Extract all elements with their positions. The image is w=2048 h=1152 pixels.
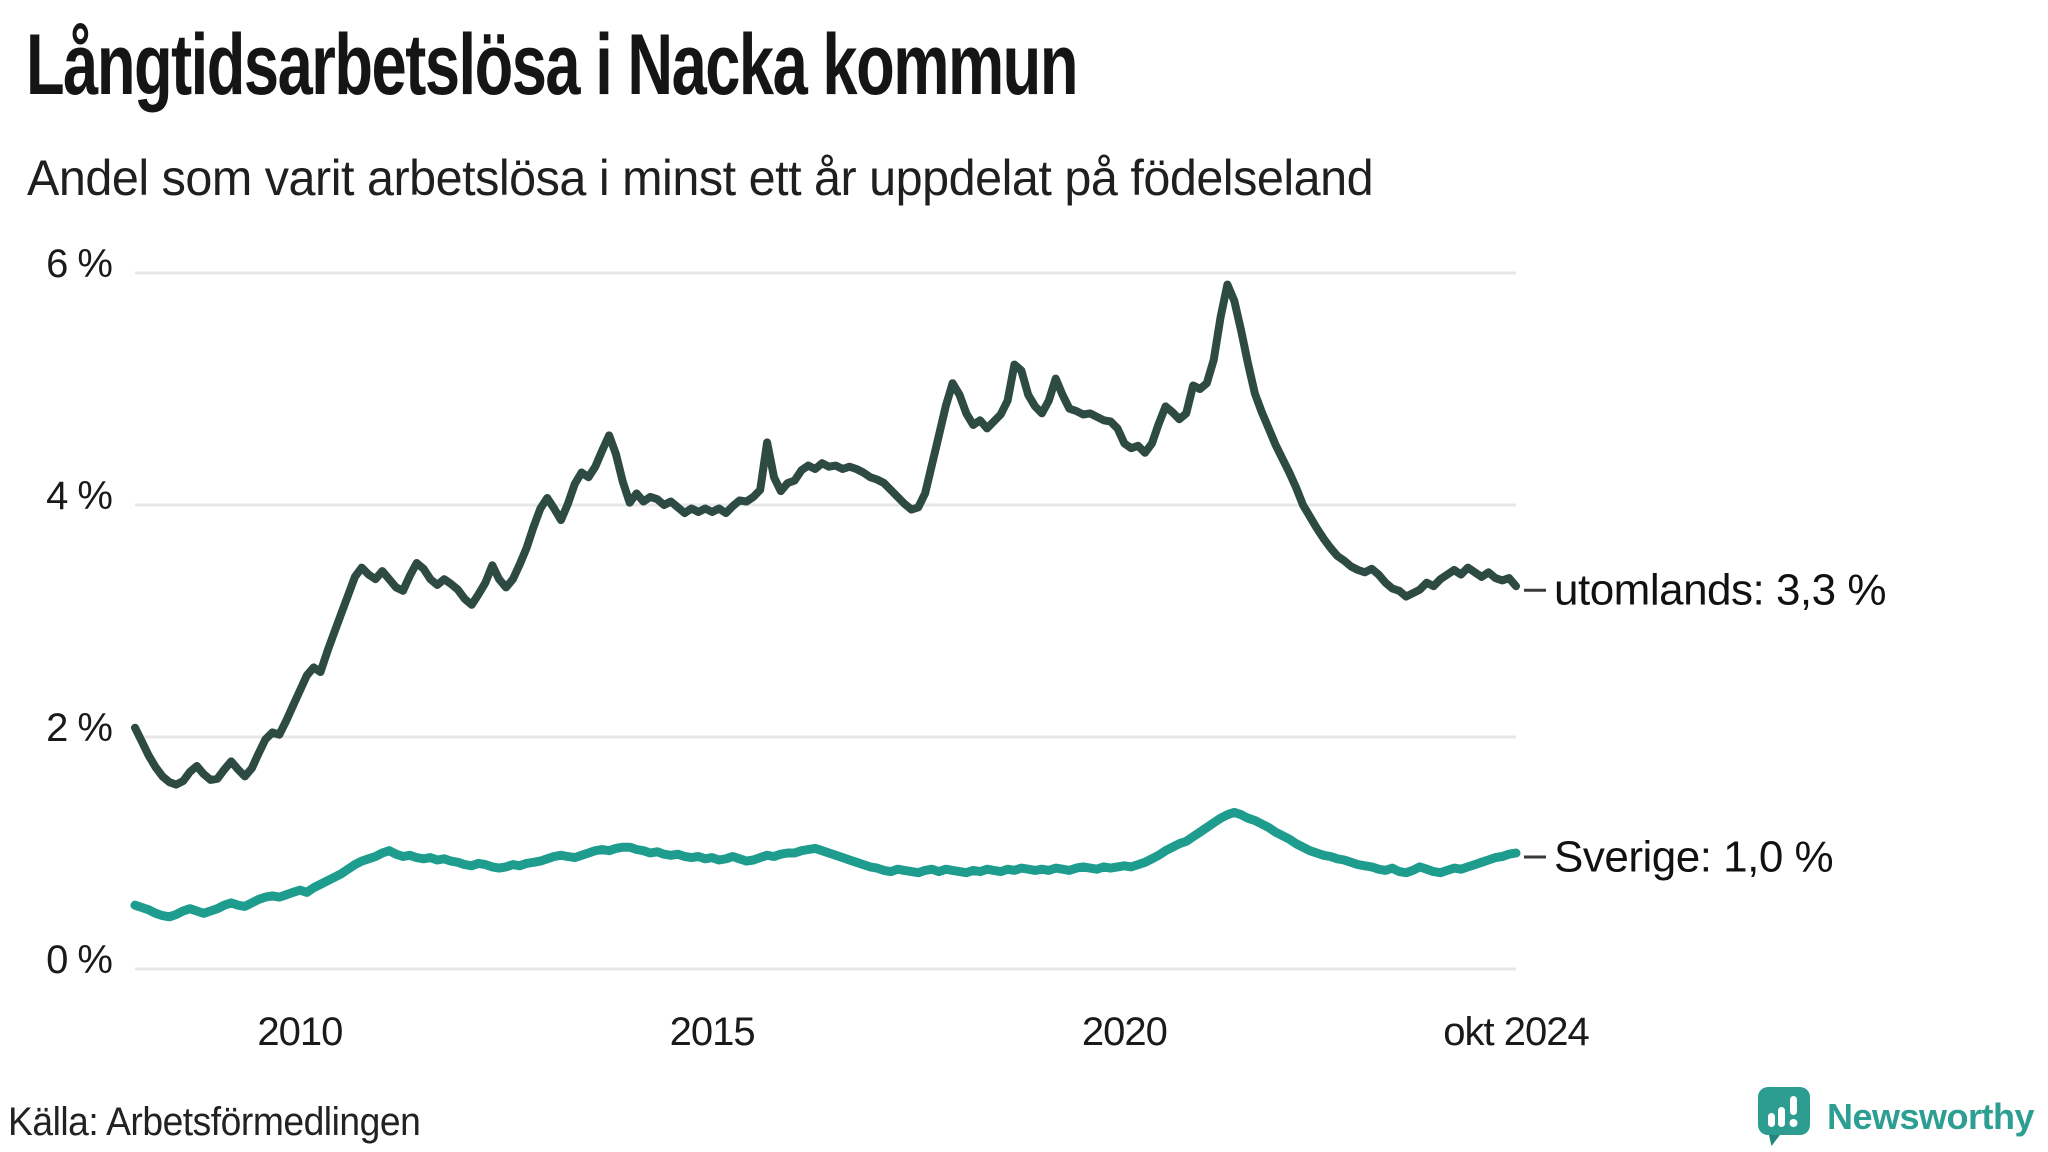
exclamation-bar [1789,1096,1797,1115]
y-tick-label: 0 % [46,938,112,982]
bar-small [1767,1113,1775,1127]
bubble-tail-shade [1768,1135,1780,1146]
series-line-Sverige [130,807,1521,922]
chart-subtitle: Andel som varit arbetslösa i minst ett å… [27,150,1374,206]
brand-wordmark: Newsworthy [1826,1096,2035,1137]
brand-logo: Newsworthy [1757,1086,2035,1148]
exclamation-dot [1789,1119,1798,1127]
series-end-label-utomlands: utomlands: 3,3 % [1554,566,1886,615]
series-end-label-Sverige: Sverige: 1,0 % [1554,833,1833,882]
series-end-labels: utomlands: 3,3 % Sverige: 1,0 % [1524,566,1886,882]
x-tick-label: okt 2024 [1443,1010,1589,1054]
y-tick-label: 6 % [46,242,112,286]
series-line-utomlands [131,280,1520,789]
y-tick-label: 4 % [46,474,112,518]
y-axis-tick-labels: 0 % 2 % 4 % 6 % [46,242,113,982]
gridlines [135,271,1516,971]
newsworthy-bubble-chart-icon [1757,1087,1810,1146]
y-tick-label: 2 % [46,706,112,750]
series-lines [130,280,1521,922]
x-tick-label: 2020 [1082,1010,1167,1054]
chart-title: Långtidsarbetslösa i Nacka kommun [26,17,1078,113]
x-axis-tick-labels: 2010 2015 2020 okt 2024 [257,1010,1590,1054]
x-tick-label: 2015 [670,1010,755,1054]
bar-medium [1777,1107,1785,1127]
x-tick-label: 2010 [257,1010,342,1054]
source-note: Källa: Arbetsförmedlingen [8,1100,421,1144]
